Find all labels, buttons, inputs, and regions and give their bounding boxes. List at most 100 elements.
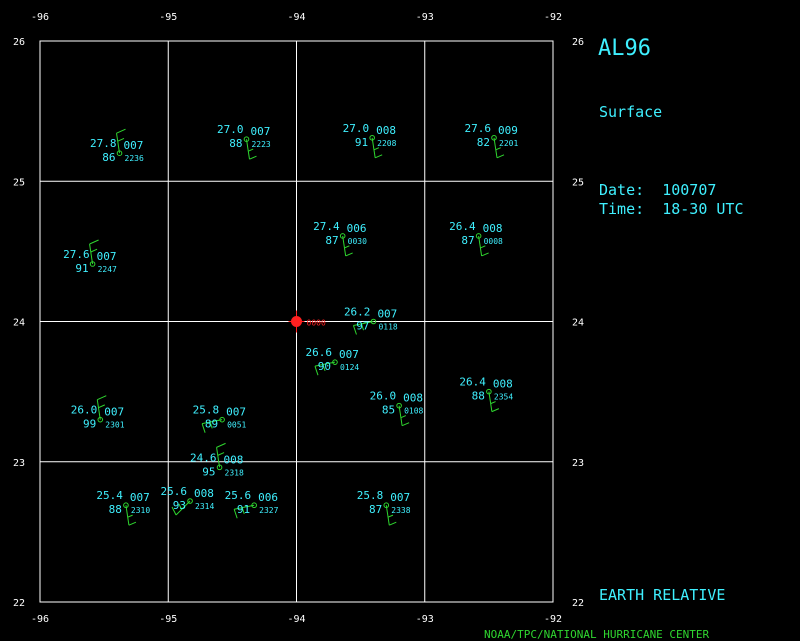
humidity-label: 90 bbox=[318, 360, 331, 373]
temperature-label: 26.6 bbox=[305, 346, 332, 359]
wind-barb-staff bbox=[202, 419, 223, 425]
station-circle bbox=[383, 502, 390, 509]
station-circle bbox=[370, 318, 377, 325]
station-circle bbox=[475, 233, 482, 239]
reference-frame-label: EARTH RELATIVE bbox=[599, 586, 726, 604]
storm-id-title: AL96 bbox=[598, 36, 651, 61]
station-plot: 27.0 008 91 2208 bbox=[343, 122, 397, 159]
wind-barb-flag bbox=[171, 506, 177, 516]
lat-tick-label-right: 22 bbox=[572, 598, 584, 609]
wind-barb-flag bbox=[387, 514, 394, 518]
lat-tick-label-right: 26 bbox=[572, 37, 584, 48]
wind-barb-staff bbox=[398, 405, 403, 426]
date-value: 100707 bbox=[662, 181, 717, 199]
storm-center-marker: 0000 bbox=[288, 310, 326, 333]
temperature-label: 25.6 bbox=[161, 485, 188, 498]
lon-tick-label-bottom: -94 bbox=[287, 614, 305, 625]
humidity-label: 91 bbox=[355, 136, 368, 149]
lon-tick-label-bottom: -96 bbox=[31, 614, 49, 625]
wind-barb-staff bbox=[116, 133, 121, 154]
station-plot: 25.6 008 93 2314 bbox=[161, 485, 215, 516]
wind-barb-staff bbox=[89, 243, 94, 265]
station-id-label: 007 bbox=[124, 139, 144, 152]
center-time-label: 0000 bbox=[307, 319, 326, 328]
station-id-label: 008 bbox=[493, 378, 513, 391]
temperature-label: 26.2 bbox=[344, 306, 371, 319]
wind-barb-flag bbox=[209, 421, 213, 429]
wind-barb-flag bbox=[345, 252, 353, 257]
station-circle bbox=[219, 416, 225, 423]
lon-tick-label-bottom: -95 bbox=[159, 614, 177, 625]
temperature-label: 25.8 bbox=[357, 489, 384, 502]
wind-barb-flag bbox=[116, 128, 126, 134]
obs-time-label: 2338 bbox=[391, 506, 410, 515]
wind-barb-flag bbox=[495, 147, 501, 151]
wind-barb-staff bbox=[478, 235, 483, 257]
station-plot: 27.4 006 87 0030 bbox=[313, 220, 367, 257]
obs-time-label: 2301 bbox=[105, 421, 124, 430]
wind-barb-staff bbox=[216, 447, 221, 468]
wind-barb-flag bbox=[241, 507, 245, 515]
wind-barb-flag bbox=[322, 364, 326, 372]
lat-tick-label-right: 23 bbox=[572, 458, 584, 469]
station-id-label: 007 bbox=[226, 406, 246, 419]
station-plot: 26.2 007 97 0118 bbox=[344, 306, 398, 335]
temperature-label: 27.6 bbox=[465, 122, 492, 135]
station-circle bbox=[486, 388, 492, 395]
wind-barb-staff bbox=[125, 505, 130, 526]
obs-time-label: 0118 bbox=[378, 323, 397, 332]
wind-barb-flag bbox=[233, 509, 238, 519]
temperature-label: 26.4 bbox=[459, 376, 486, 389]
wind-barb-flag bbox=[128, 521, 137, 526]
station-id-label: 008 bbox=[194, 487, 214, 500]
wind-barb-flag bbox=[314, 366, 319, 376]
obs-time-label: 2223 bbox=[251, 140, 270, 149]
wind-barb-staff bbox=[245, 139, 250, 160]
temperature-label: 27.0 bbox=[217, 123, 244, 136]
station-id-label: 007 bbox=[250, 125, 270, 138]
temperature-label: 27.6 bbox=[63, 248, 90, 261]
lon-tick-label-top: -96 bbox=[31, 12, 49, 23]
temperature-label: 27.8 bbox=[90, 137, 117, 150]
obs-time-label: 2236 bbox=[125, 154, 144, 163]
station-plot: 27.8 007 86 2236 bbox=[90, 128, 144, 164]
wind-barb-flag bbox=[217, 452, 225, 456]
obs-time-label: 2247 bbox=[98, 265, 117, 274]
station-id-label: 007 bbox=[97, 250, 117, 263]
station-id-label: 007 bbox=[377, 308, 397, 321]
humidity-label: 97 bbox=[356, 320, 369, 333]
obs-time-label: 0108 bbox=[404, 407, 423, 416]
station-circle bbox=[396, 402, 402, 409]
humidity-label: 85 bbox=[382, 404, 395, 417]
obs-time-label: 0124 bbox=[340, 363, 359, 372]
station-plot: 24.6 008 95 2318 bbox=[190, 442, 244, 478]
station-circle bbox=[89, 261, 96, 267]
wind-barb-flag bbox=[201, 423, 206, 433]
temperature-label: 25.4 bbox=[96, 489, 123, 502]
wind-barb-flag bbox=[360, 323, 365, 331]
wind-barb-staff bbox=[353, 321, 374, 326]
time-readout: Time: 18-30 UTC bbox=[599, 200, 744, 218]
temperature-label: 27.0 bbox=[343, 122, 370, 135]
level-label: Surface bbox=[599, 103, 663, 121]
wind-barb-flag bbox=[89, 239, 99, 245]
wind-barb-flag bbox=[117, 137, 125, 142]
obs-time-label: 0008 bbox=[484, 237, 503, 246]
temperature-label: 26.0 bbox=[71, 404, 98, 417]
wind-barb-flag bbox=[216, 442, 226, 448]
wind-barb-flag bbox=[127, 514, 133, 518]
wind-barb-flag bbox=[248, 148, 254, 152]
lat-tick-label-left: 26 bbox=[13, 37, 25, 48]
station-id-label: 007 bbox=[339, 348, 359, 361]
station-circle bbox=[369, 134, 375, 141]
station-circle bbox=[216, 464, 223, 471]
station-plot: 26.6 007 90 0124 bbox=[305, 346, 359, 376]
station-circle bbox=[97, 416, 104, 423]
wind-barb-flag bbox=[480, 245, 486, 249]
station-circle bbox=[187, 498, 193, 504]
station-plot: 25.4 007 88 2310 bbox=[96, 489, 150, 526]
humidity-label: 95 bbox=[202, 465, 215, 478]
humidity-label: 99 bbox=[83, 418, 96, 431]
lat-tick-label-right: 24 bbox=[572, 318, 584, 329]
obs-time-label: 2201 bbox=[499, 139, 518, 148]
